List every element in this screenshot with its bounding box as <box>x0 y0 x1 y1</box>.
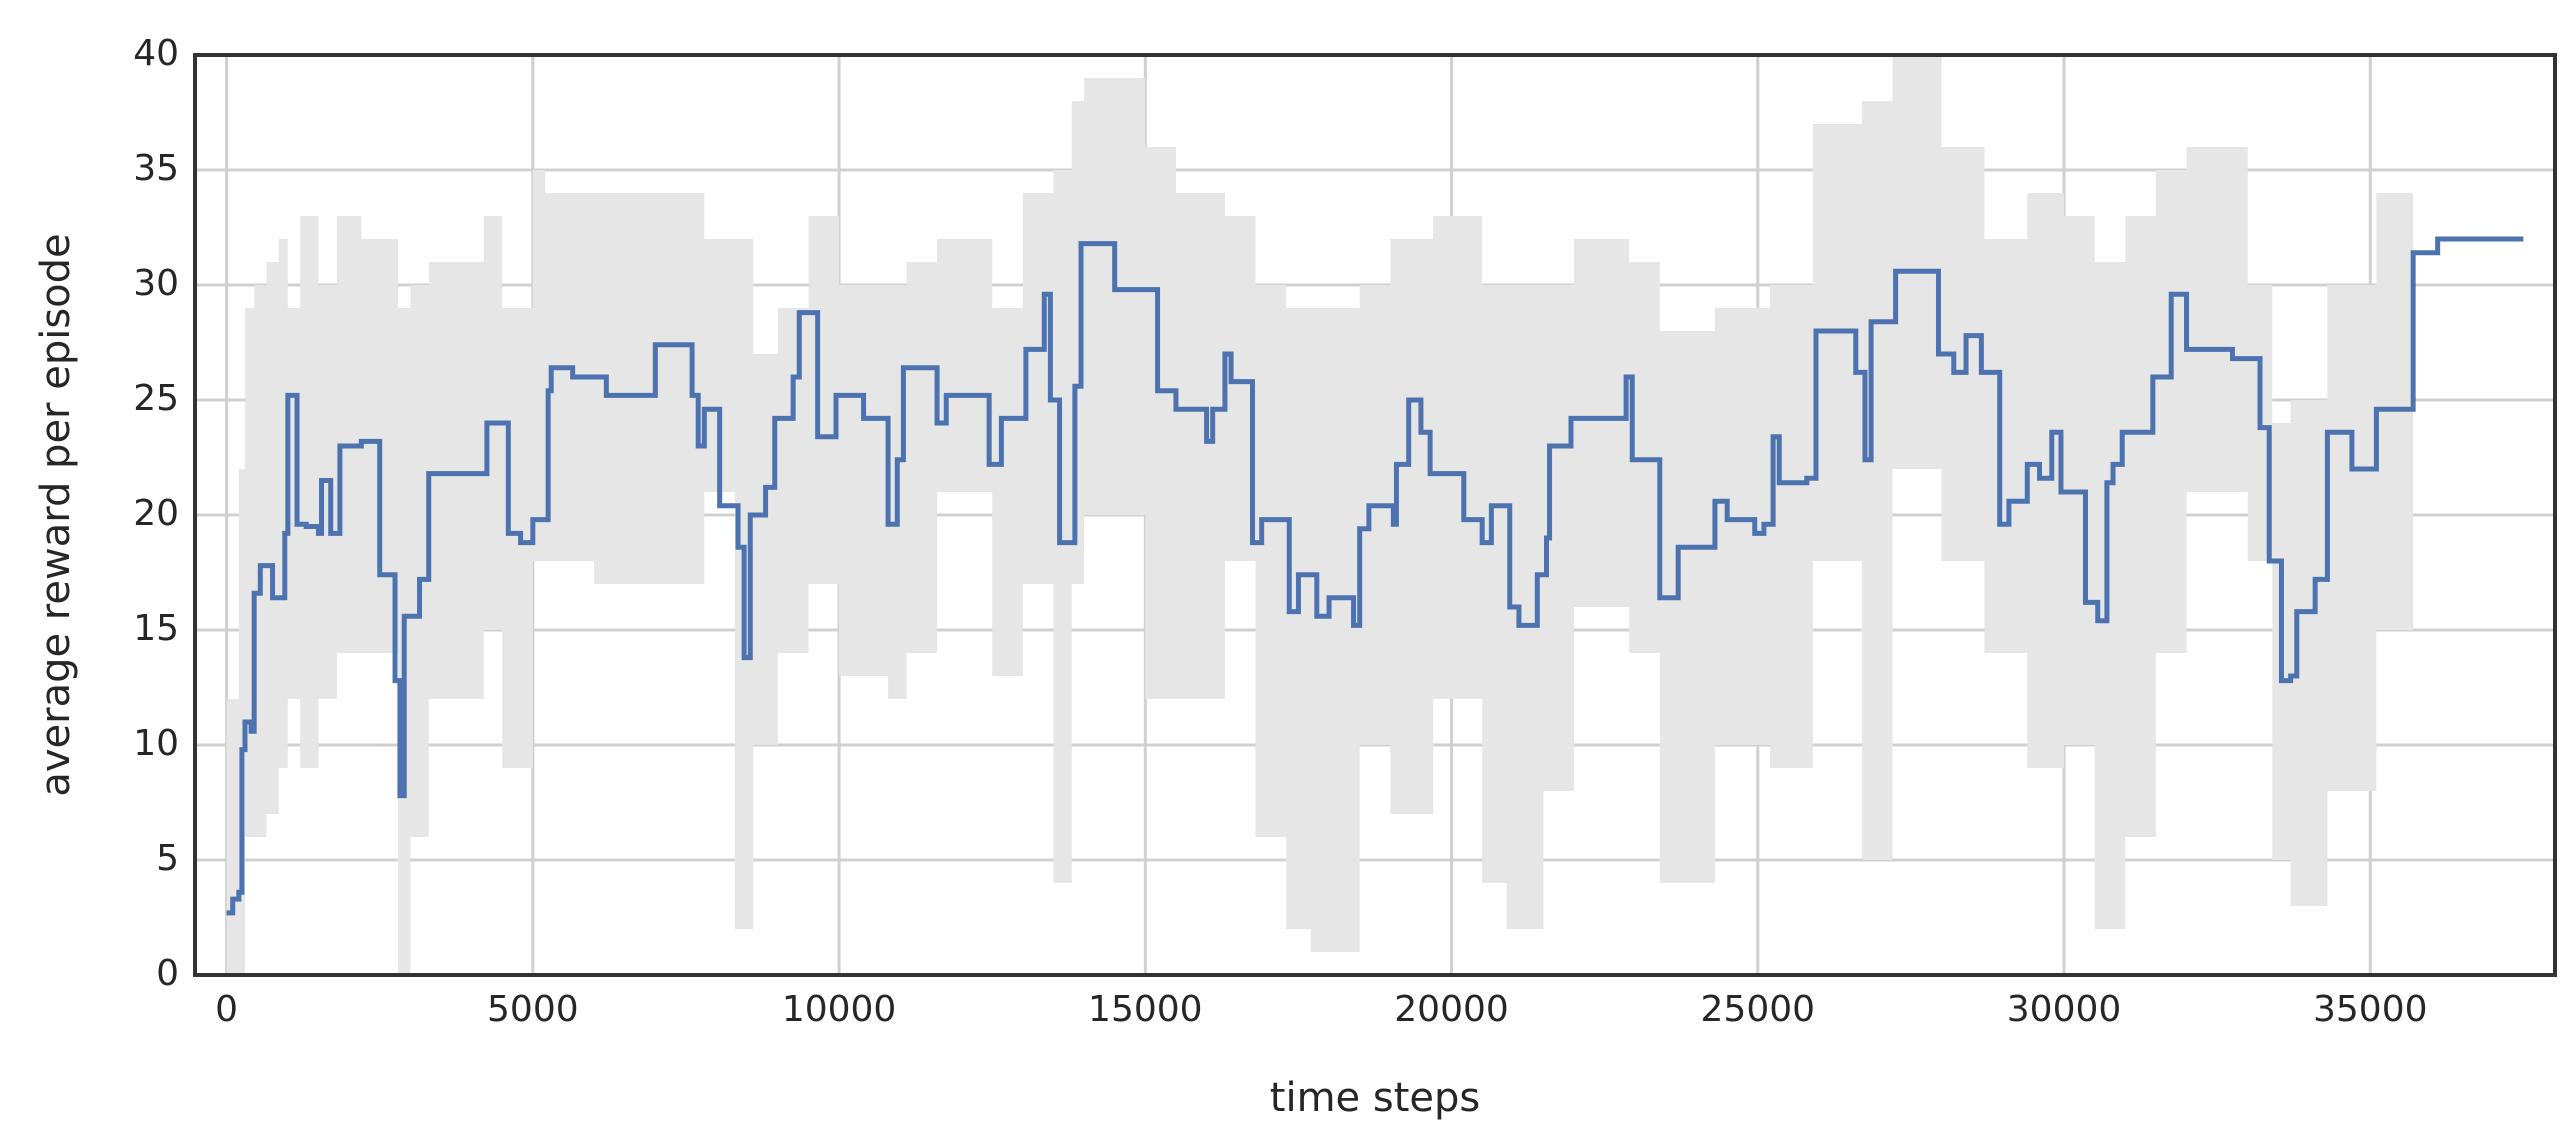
x-tick-label: 15000 <box>1088 989 1203 1030</box>
y-tick-label: 30 <box>133 263 179 304</box>
line <box>226 236 2524 916</box>
plot-frame <box>193 53 2557 977</box>
x-tick-label: 0 <box>215 989 238 1030</box>
y-tick-label: 5 <box>156 838 179 879</box>
y-axis-label: average reward per episode <box>33 233 79 796</box>
y-tick-label: 20 <box>133 493 179 534</box>
x-tick-label: 35000 <box>2313 989 2428 1030</box>
y-tick-label: 35 <box>133 148 179 189</box>
y-tick-label: 25 <box>133 378 179 419</box>
y-tick-label: 15 <box>133 608 179 649</box>
band <box>226 55 2414 975</box>
x-tick-label: 5000 <box>487 989 579 1030</box>
x-tick-label: 20000 <box>1394 989 1509 1030</box>
x-axis-label: time steps <box>1270 1075 1480 1121</box>
x-tick-label: 25000 <box>1701 989 1816 1030</box>
y-tick-label: 0 <box>156 953 179 994</box>
y-tick-label: 40 <box>133 33 179 74</box>
x-tick-label: 30000 <box>2007 989 2122 1030</box>
y-tick-label: 10 <box>133 723 179 764</box>
x-tick-label: 10000 <box>782 989 897 1030</box>
